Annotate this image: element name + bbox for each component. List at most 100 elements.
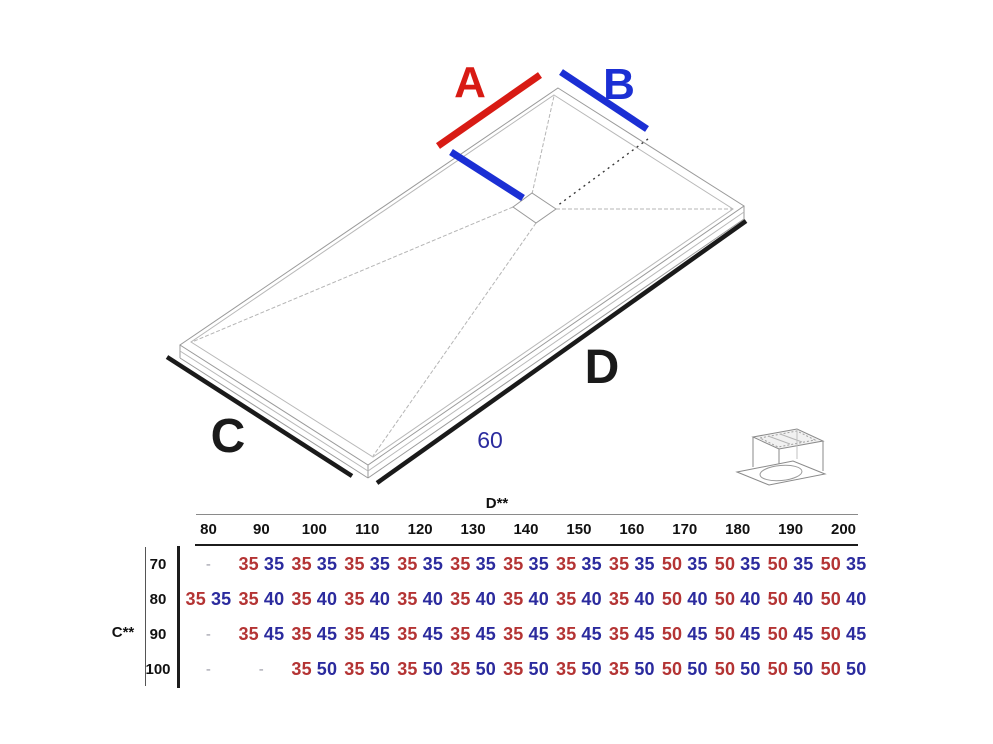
size-cell: 50 50 (764, 652, 817, 687)
size-cell: 50 50 (658, 652, 711, 687)
size-cell: 35 50 (341, 652, 394, 687)
column-header: 140 (513, 521, 539, 538)
value-blue: 45 (687, 624, 708, 644)
size-cell: 35 40 (394, 582, 447, 617)
row-header: 100 (145, 661, 171, 678)
value-red: 35 (185, 589, 206, 609)
size-cell: - (182, 652, 235, 687)
value-blue: 35 (316, 554, 338, 574)
value-red: 50 (820, 659, 842, 679)
value-blue: 40 (634, 589, 655, 609)
size-cell: 50 45 (711, 617, 764, 652)
column-header: 110 (355, 521, 380, 538)
value-red: 35 (555, 624, 577, 644)
value-red: 50 (767, 589, 789, 609)
value-blue: 40 (475, 589, 496, 609)
table-body: -35 35 35 35 35 35 35 35 35 35 35 35 35 35 35 35 50 35 50 3… (182, 547, 870, 687)
value-red: 50 (767, 554, 789, 574)
value-blue: 35 (422, 554, 444, 574)
size-cell: 35 50 (288, 652, 341, 687)
column-header: 90 (253, 521, 270, 538)
value-red: 35 (238, 624, 259, 644)
column-header: 100 (301, 521, 327, 538)
table-row-axis-label: C** (111, 624, 135, 641)
value-blue: 50 (846, 659, 867, 679)
value-blue: 35 (687, 554, 708, 574)
size-cell: 35 35 (235, 547, 288, 582)
size-cell: 35 45 (235, 617, 288, 652)
value-red: 35 (397, 589, 418, 609)
size-cell: 35 35 (394, 547, 447, 582)
value-blue: 45 (793, 624, 814, 644)
table-row-headers: 70 80 90 100 (142, 547, 174, 687)
value-red: 50 (820, 589, 842, 609)
value-red: 35 (238, 554, 259, 574)
value-blue: 50 (740, 659, 761, 679)
size-cell: 35 35 (288, 547, 341, 582)
dim-label-b: B (603, 60, 635, 109)
value-red: 50 (714, 554, 736, 574)
value-red: 50 (767, 659, 789, 679)
size-cell: 50 50 (817, 652, 870, 687)
value-red: 35 (450, 659, 471, 679)
value-red: 50 (661, 589, 683, 609)
drain-projection-dotted-line (556, 138, 649, 207)
value-red: 50 (767, 624, 789, 644)
value-red: 35 (503, 554, 524, 574)
column-header: 150 (566, 521, 592, 538)
dim-label-c: C (211, 410, 246, 463)
size-cell: 35 45 (605, 617, 658, 652)
value-blue: 40 (846, 589, 867, 609)
value-blue: 40 (793, 589, 814, 609)
value-blue: 50 (793, 659, 814, 679)
size-cell: 35 40 (235, 582, 288, 617)
value-blue: 35 (263, 554, 285, 574)
size-cell: 35 35 (447, 547, 500, 582)
table-rowheader-rule (177, 546, 180, 688)
value-blue: 45 (740, 624, 761, 644)
size-cell: - (182, 617, 235, 652)
size-cell: 35 40 (500, 582, 553, 617)
size-cell: 35 40 (341, 582, 394, 617)
value-red: 50 (661, 554, 683, 574)
column-header: 120 (407, 521, 433, 538)
table-header-rule (195, 544, 858, 546)
size-cell: 50 40 (711, 582, 764, 617)
value-blue: 45 (528, 624, 549, 644)
table-row: -35 35 35 35 35 35 35 35 35 35 35 35 35 35 35 35 50 35 50 3… (182, 547, 870, 582)
value-blue: 40 (316, 589, 338, 609)
empty-cell-dash: - (205, 661, 212, 678)
value-blue: 35 (210, 589, 232, 609)
drain-detail-icon (735, 428, 827, 486)
value-blue: 45 (316, 624, 338, 644)
value-blue: 35 (740, 554, 761, 574)
value-blue: 40 (369, 589, 391, 609)
size-cell: 50 45 (817, 617, 870, 652)
size-cell: 35 50 (552, 652, 605, 687)
row-header: 90 (149, 626, 167, 643)
table-left-rule (145, 547, 146, 686)
dim-line-b (559, 69, 649, 132)
value-red: 35 (503, 589, 524, 609)
size-cell: 50 40 (817, 582, 870, 617)
value-blue: 50 (422, 659, 444, 679)
size-cell: 35 45 (394, 617, 447, 652)
size-cell: 35 45 (447, 617, 500, 652)
value-red: 50 (714, 624, 736, 644)
value-red: 35 (503, 659, 524, 679)
value-red: 35 (608, 589, 630, 609)
dim-line-c (165, 355, 354, 478)
value-blue: 35 (528, 554, 549, 574)
value-blue: 35 (475, 554, 496, 574)
value-red: 35 (555, 589, 577, 609)
value-red: 35 (450, 589, 471, 609)
value-red: 35 (450, 624, 471, 644)
size-cell: 35 40 (605, 582, 658, 617)
value-red: 35 (344, 554, 365, 574)
size-cell: 50 35 (817, 547, 870, 582)
row-header: 80 (149, 591, 167, 608)
drain-square (512, 192, 557, 224)
value-red: 50 (714, 589, 736, 609)
